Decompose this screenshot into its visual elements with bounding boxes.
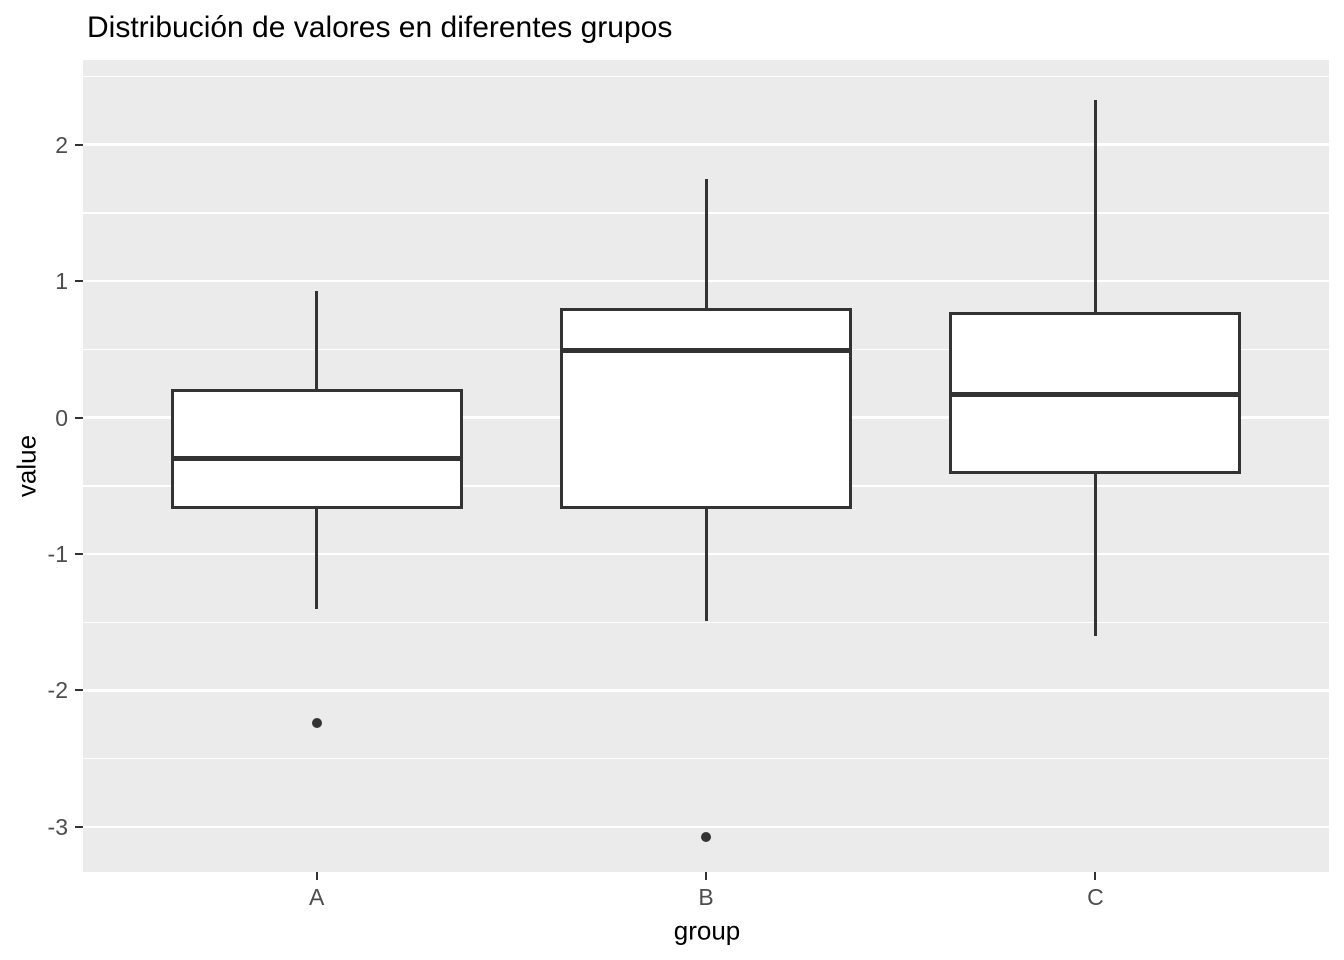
whisker-upper-B bbox=[704, 178, 708, 309]
y-gridline-major bbox=[83, 143, 1329, 146]
chart-title: Distribución de valores en diferentes gr… bbox=[87, 11, 673, 44]
y-tick-label: 0 bbox=[55, 404, 68, 431]
y-tick-label: 1 bbox=[55, 268, 68, 295]
whisker-lower-C bbox=[1093, 473, 1097, 636]
y-tick-mark bbox=[75, 143, 83, 146]
y-gridline-major bbox=[83, 689, 1329, 692]
y-gridline-minor bbox=[83, 757, 1329, 760]
y-gridline-minor bbox=[83, 75, 1329, 78]
x-tick-mark bbox=[315, 872, 318, 880]
x-tick-label: A bbox=[308, 884, 325, 910]
plot-panel bbox=[83, 60, 1329, 872]
y-tick-label: -1 bbox=[47, 541, 68, 568]
y-tick-mark bbox=[75, 689, 83, 692]
x-axis-title: group bbox=[673, 915, 741, 946]
y-gridline-major bbox=[83, 825, 1329, 829]
y-tick-label: -3 bbox=[47, 813, 68, 840]
y-tick-label: -2 bbox=[47, 677, 68, 704]
whisker-lower-B bbox=[704, 508, 708, 621]
y-tick-mark bbox=[75, 553, 83, 556]
box-B bbox=[559, 308, 853, 509]
y-axis-title: value bbox=[11, 434, 42, 498]
outlier-point-A bbox=[311, 718, 322, 729]
whisker-upper-A bbox=[315, 290, 319, 389]
y-tick-mark bbox=[75, 416, 83, 419]
y-tick-label: 2 bbox=[55, 131, 68, 158]
x-tick-mark bbox=[1094, 872, 1097, 880]
outlier-point-B bbox=[701, 831, 711, 842]
whisker-upper-C bbox=[1093, 99, 1097, 313]
x-tick-label: C bbox=[1087, 884, 1104, 910]
median-line-A bbox=[170, 455, 463, 461]
whisker-lower-A bbox=[315, 508, 319, 609]
median-line-B bbox=[559, 348, 853, 354]
y-gridline-minor bbox=[83, 621, 1329, 623]
box-A bbox=[170, 388, 463, 509]
y-tick-mark bbox=[75, 280, 83, 283]
x-tick-label: B bbox=[698, 884, 714, 910]
x-tick-mark bbox=[705, 872, 707, 880]
median-line-C bbox=[949, 391, 1242, 397]
y-tick-mark bbox=[75, 825, 83, 828]
